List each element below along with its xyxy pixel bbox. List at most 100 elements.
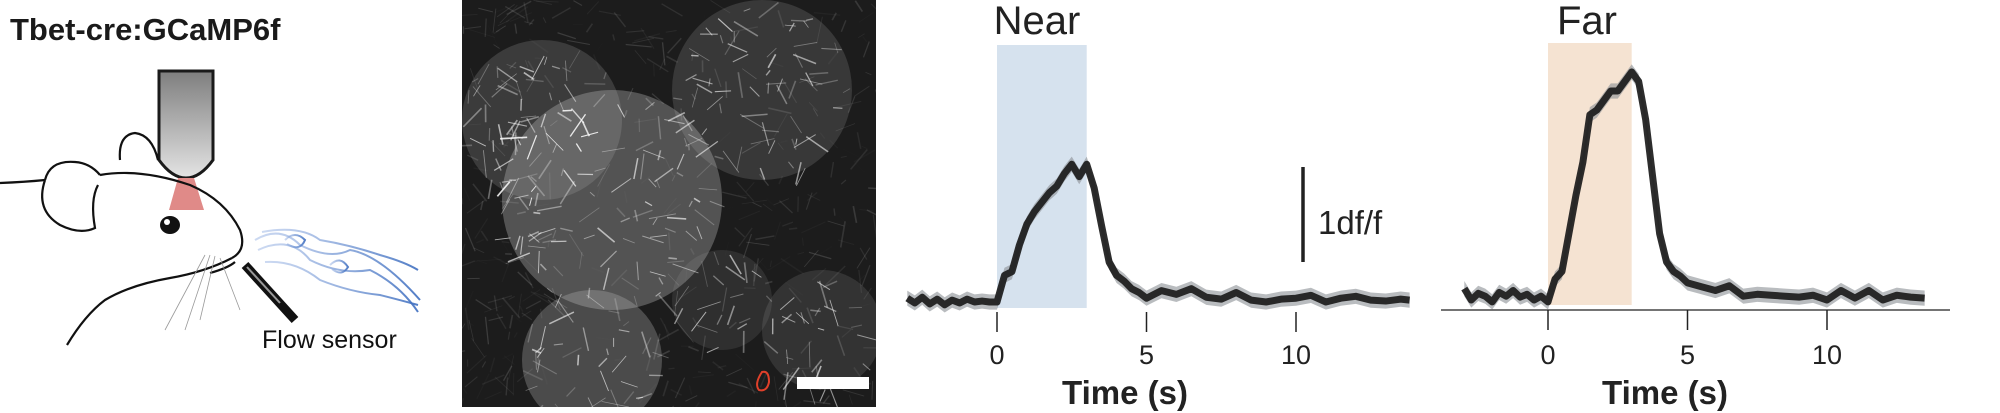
process-fiber [688,134,710,146]
process-fiber [865,71,872,76]
process-fiber [805,72,814,87]
process-fiber [533,291,558,303]
process-fiber [575,143,582,152]
process-fiber [464,26,482,30]
process-fiber [659,317,670,336]
process-fiber [768,140,776,154]
process-fiber [497,124,504,145]
process-fiber [858,269,863,294]
process-fiber [539,263,547,271]
process-fiber [713,251,720,266]
process-fiber [852,205,858,224]
process-fiber [738,227,753,247]
process-fiber [648,213,677,220]
process-fiber [564,83,577,102]
process-fiber [617,104,626,118]
process-fiber [557,300,574,323]
process-fiber [618,329,630,333]
process-fiber [794,53,803,68]
process-fiber [538,159,552,180]
process-fiber [536,233,553,242]
process-fiber [597,164,610,187]
process-fiber [790,19,807,22]
process-fiber [730,293,744,299]
process-fiber [494,376,514,395]
process-fiber [547,240,550,248]
process-fiber [560,168,564,177]
process-fiber [524,60,529,68]
scale-bar [797,377,869,389]
process-fiber [819,389,826,402]
mouse-schematic [0,69,421,346]
process-fiber [777,10,785,28]
process-fiber [493,29,500,35]
process-fiber [696,226,703,240]
process-fiber [777,142,784,151]
process-fiber [543,126,550,145]
process-fiber [471,338,485,358]
process-fiber [692,77,713,85]
process-fiber [579,252,583,269]
process-fiber [634,209,639,222]
process-fiber [627,87,634,101]
process-fiber [507,121,528,127]
process-fiber [674,290,679,316]
process-fiber [518,196,530,211]
process-fiber [542,239,557,244]
process-fiber [517,271,533,286]
process-fiber [530,176,537,183]
process-fiber [583,234,595,240]
x-tick-label: 10 [1281,340,1311,370]
process-fiber [539,326,546,350]
process-fiber [857,334,879,341]
flow-sensor-icon [241,261,299,324]
process-fiber [708,78,711,87]
process-fiber [664,323,669,340]
process-fiber [859,247,868,260]
process-fiber [667,111,686,122]
process-fiber [782,80,798,104]
process-fiber [611,355,627,373]
process-fiber [652,351,669,359]
schematic-title: Tbet-cre:GCaMP6f [10,12,281,47]
process-fiber [786,349,789,364]
process-fiber [728,321,737,329]
process-fiber [514,23,518,34]
process-fiber [832,106,843,110]
process-fiber [460,13,478,16]
process-fiber [608,310,620,314]
process-fiber [743,233,752,259]
process-fiber [741,142,761,154]
process-fiber [688,48,710,62]
process-fiber [804,78,818,92]
process-fiber [537,227,556,235]
process-fiber [761,122,770,146]
process-fiber [530,185,537,193]
process-fiber [544,56,548,65]
process-fiber [601,147,626,153]
process-fiber [657,116,662,140]
process-fiber [799,76,815,83]
process-fiber [850,148,868,170]
process-fiber [698,188,718,191]
process-fiber [614,298,621,322]
process-fiber [665,29,677,33]
mouse-eye-icon [160,216,180,234]
process-fiber [516,81,523,100]
process-fiber [677,286,697,300]
process-fiber [727,43,748,53]
process-fiber [469,137,487,147]
process-fiber [807,194,821,201]
process-fiber [667,260,685,264]
process-fiber [533,211,541,215]
process-fiber [714,155,724,160]
process-fiber [784,24,796,27]
process-fiber [461,198,464,205]
process-fiber [544,74,555,89]
process-fiber [593,93,606,108]
process-fiber [585,23,594,33]
process-fiber [817,281,831,291]
process-fiber [640,27,655,49]
process-fiber [505,257,524,264]
process-fiber [730,36,733,47]
